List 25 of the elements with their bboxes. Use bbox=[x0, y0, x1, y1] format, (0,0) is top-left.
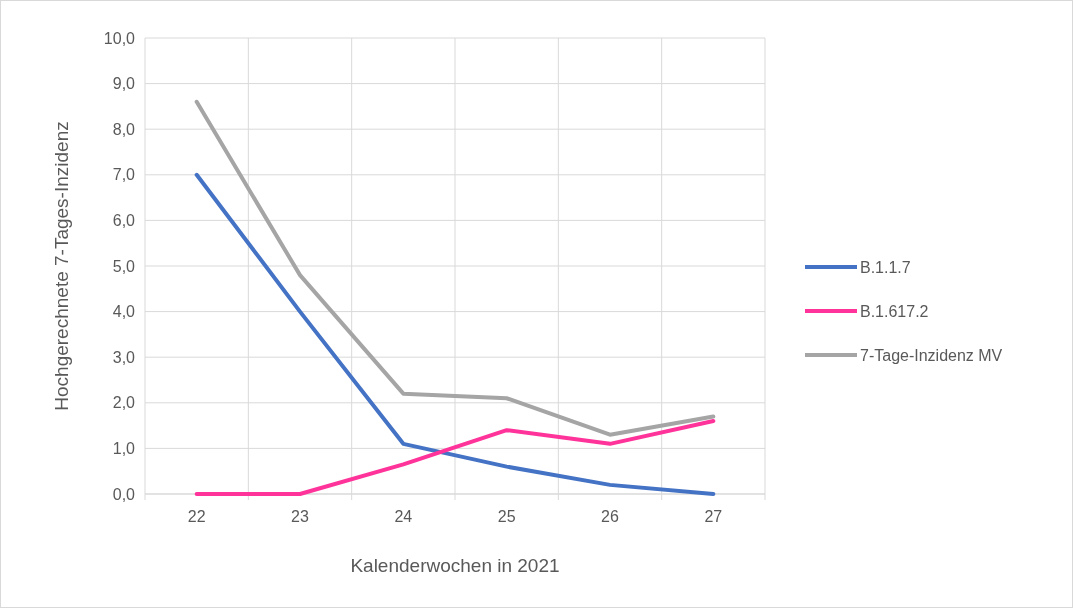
x-tick-label: 25 bbox=[497, 508, 516, 525]
y-tick-label: 0,0 bbox=[112, 485, 136, 503]
y-tick-label: 5,0 bbox=[112, 257, 136, 275]
x-tick-label: 22 bbox=[187, 508, 206, 525]
y-tick-label: 1,0 bbox=[112, 440, 136, 457]
legend-label: 7-Tage-Inzidenz MV bbox=[860, 346, 1003, 364]
line-series bbox=[194, 172, 716, 496]
y-tick-label: 2,0 bbox=[112, 394, 136, 412]
x-axis-title: Kalenderwochen in 2021 bbox=[350, 555, 560, 576]
y-tick-label: 6,0 bbox=[112, 212, 136, 229]
y-tick-label: 10,0 bbox=[103, 29, 136, 47]
y-tick-label: 7,0 bbox=[112, 166, 136, 184]
line-series bbox=[194, 419, 716, 496]
x-tick-label: 27 bbox=[704, 508, 723, 525]
x-tick-label: 26 bbox=[601, 508, 619, 525]
y-tick-label: 9,0 bbox=[112, 75, 136, 93]
x-tick-label: 23 bbox=[291, 508, 309, 525]
y-tick-label: 3,0 bbox=[112, 348, 136, 366]
legend-label: B.1.1.7 bbox=[860, 258, 911, 276]
x-tick-label: 24 bbox=[394, 508, 413, 525]
y-tick-label: 4,0 bbox=[112, 303, 136, 321]
y-tick-label: 8,0 bbox=[112, 120, 136, 138]
line-series bbox=[194, 99, 716, 437]
y-axis-title: Hochgerechnete 7-Tages-Inzidenz bbox=[51, 121, 72, 411]
legend-label: B.1.617.2 bbox=[860, 302, 929, 320]
